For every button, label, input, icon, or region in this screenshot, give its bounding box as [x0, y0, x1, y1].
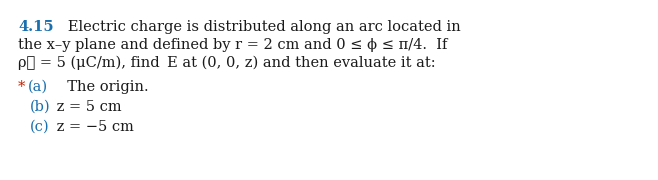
Text: (c): (c)	[30, 120, 49, 134]
Text: Electric charge is distributed along an arc located in: Electric charge is distributed along an …	[54, 20, 461, 34]
Text: *: *	[18, 80, 26, 94]
Text: ρℓ = 5 (μC/m), find  E at (0, 0, z) and then evaluate it at:: ρℓ = 5 (μC/m), find E at (0, 0, z) and t…	[18, 56, 436, 70]
Text: the x–y plane and defined by r = 2 cm and 0 ≤ ϕ ≤ π/4.  If: the x–y plane and defined by r = 2 cm an…	[18, 38, 447, 52]
Text: (b): (b)	[30, 100, 51, 114]
Text: (a): (a)	[28, 80, 48, 94]
Text: z = 5 cm: z = 5 cm	[52, 100, 122, 114]
Text: z = −5 cm: z = −5 cm	[52, 120, 134, 134]
Text: The origin.: The origin.	[58, 80, 149, 94]
Text: 4.15: 4.15	[18, 20, 53, 34]
